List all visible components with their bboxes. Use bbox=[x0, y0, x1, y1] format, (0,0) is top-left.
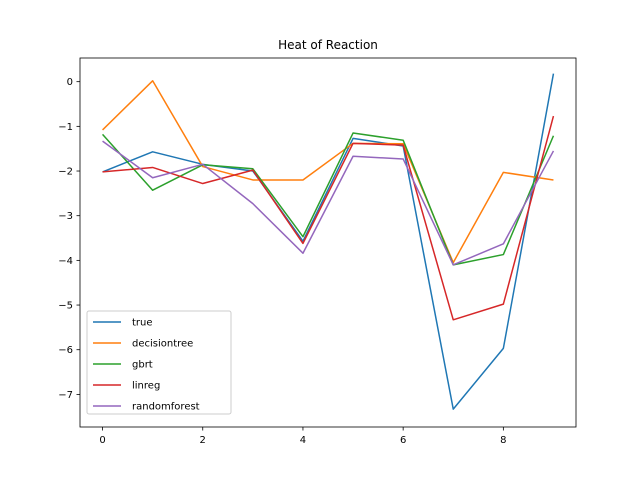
y-tick-label: −3 bbox=[58, 211, 73, 222]
y-tick-label: −7 bbox=[58, 390, 73, 401]
x-tick-label: 8 bbox=[500, 435, 506, 446]
y-tick-label: −1 bbox=[58, 122, 73, 133]
y-tick-label: −6 bbox=[58, 345, 73, 356]
series-line-true bbox=[102, 73, 555, 410]
series-line-randomforest bbox=[102, 140, 555, 266]
y-tick-label: −5 bbox=[58, 301, 73, 312]
legend-label-randomforest: randomforest bbox=[132, 402, 200, 413]
legend-label-gbrt: gbrt bbox=[132, 360, 153, 371]
y-tick-label: 0 bbox=[67, 77, 73, 88]
x-tick-label: 4 bbox=[300, 435, 306, 446]
x-tick-label: 2 bbox=[200, 435, 206, 446]
legend-label-decisiontree: decisiontree bbox=[132, 339, 193, 350]
y-tick-label: −4 bbox=[58, 256, 73, 267]
series-line-gbrt bbox=[101, 132, 555, 266]
x-tick-label: 6 bbox=[400, 435, 406, 446]
legend-box bbox=[86, 310, 232, 415]
series-line-decisiontree bbox=[102, 80, 554, 264]
legend: true decisiontree gbrt linreg randomforest bbox=[86, 310, 232, 415]
ticks-layer: 0 2 4 6 8 0 −1 −2 −3 −4 −5 −6 −7 bbox=[58, 77, 506, 446]
series-line-linreg bbox=[102, 115, 555, 321]
y-tick-label: −2 bbox=[58, 167, 73, 178]
plot-frame bbox=[79, 57, 577, 428]
chart-title: Heat of Reaction bbox=[278, 38, 378, 52]
legend-label-true: true bbox=[132, 318, 153, 329]
series-layer bbox=[101, 73, 555, 410]
x-tick-label: 0 bbox=[99, 435, 105, 446]
legend-label-linreg: linreg bbox=[132, 381, 160, 392]
